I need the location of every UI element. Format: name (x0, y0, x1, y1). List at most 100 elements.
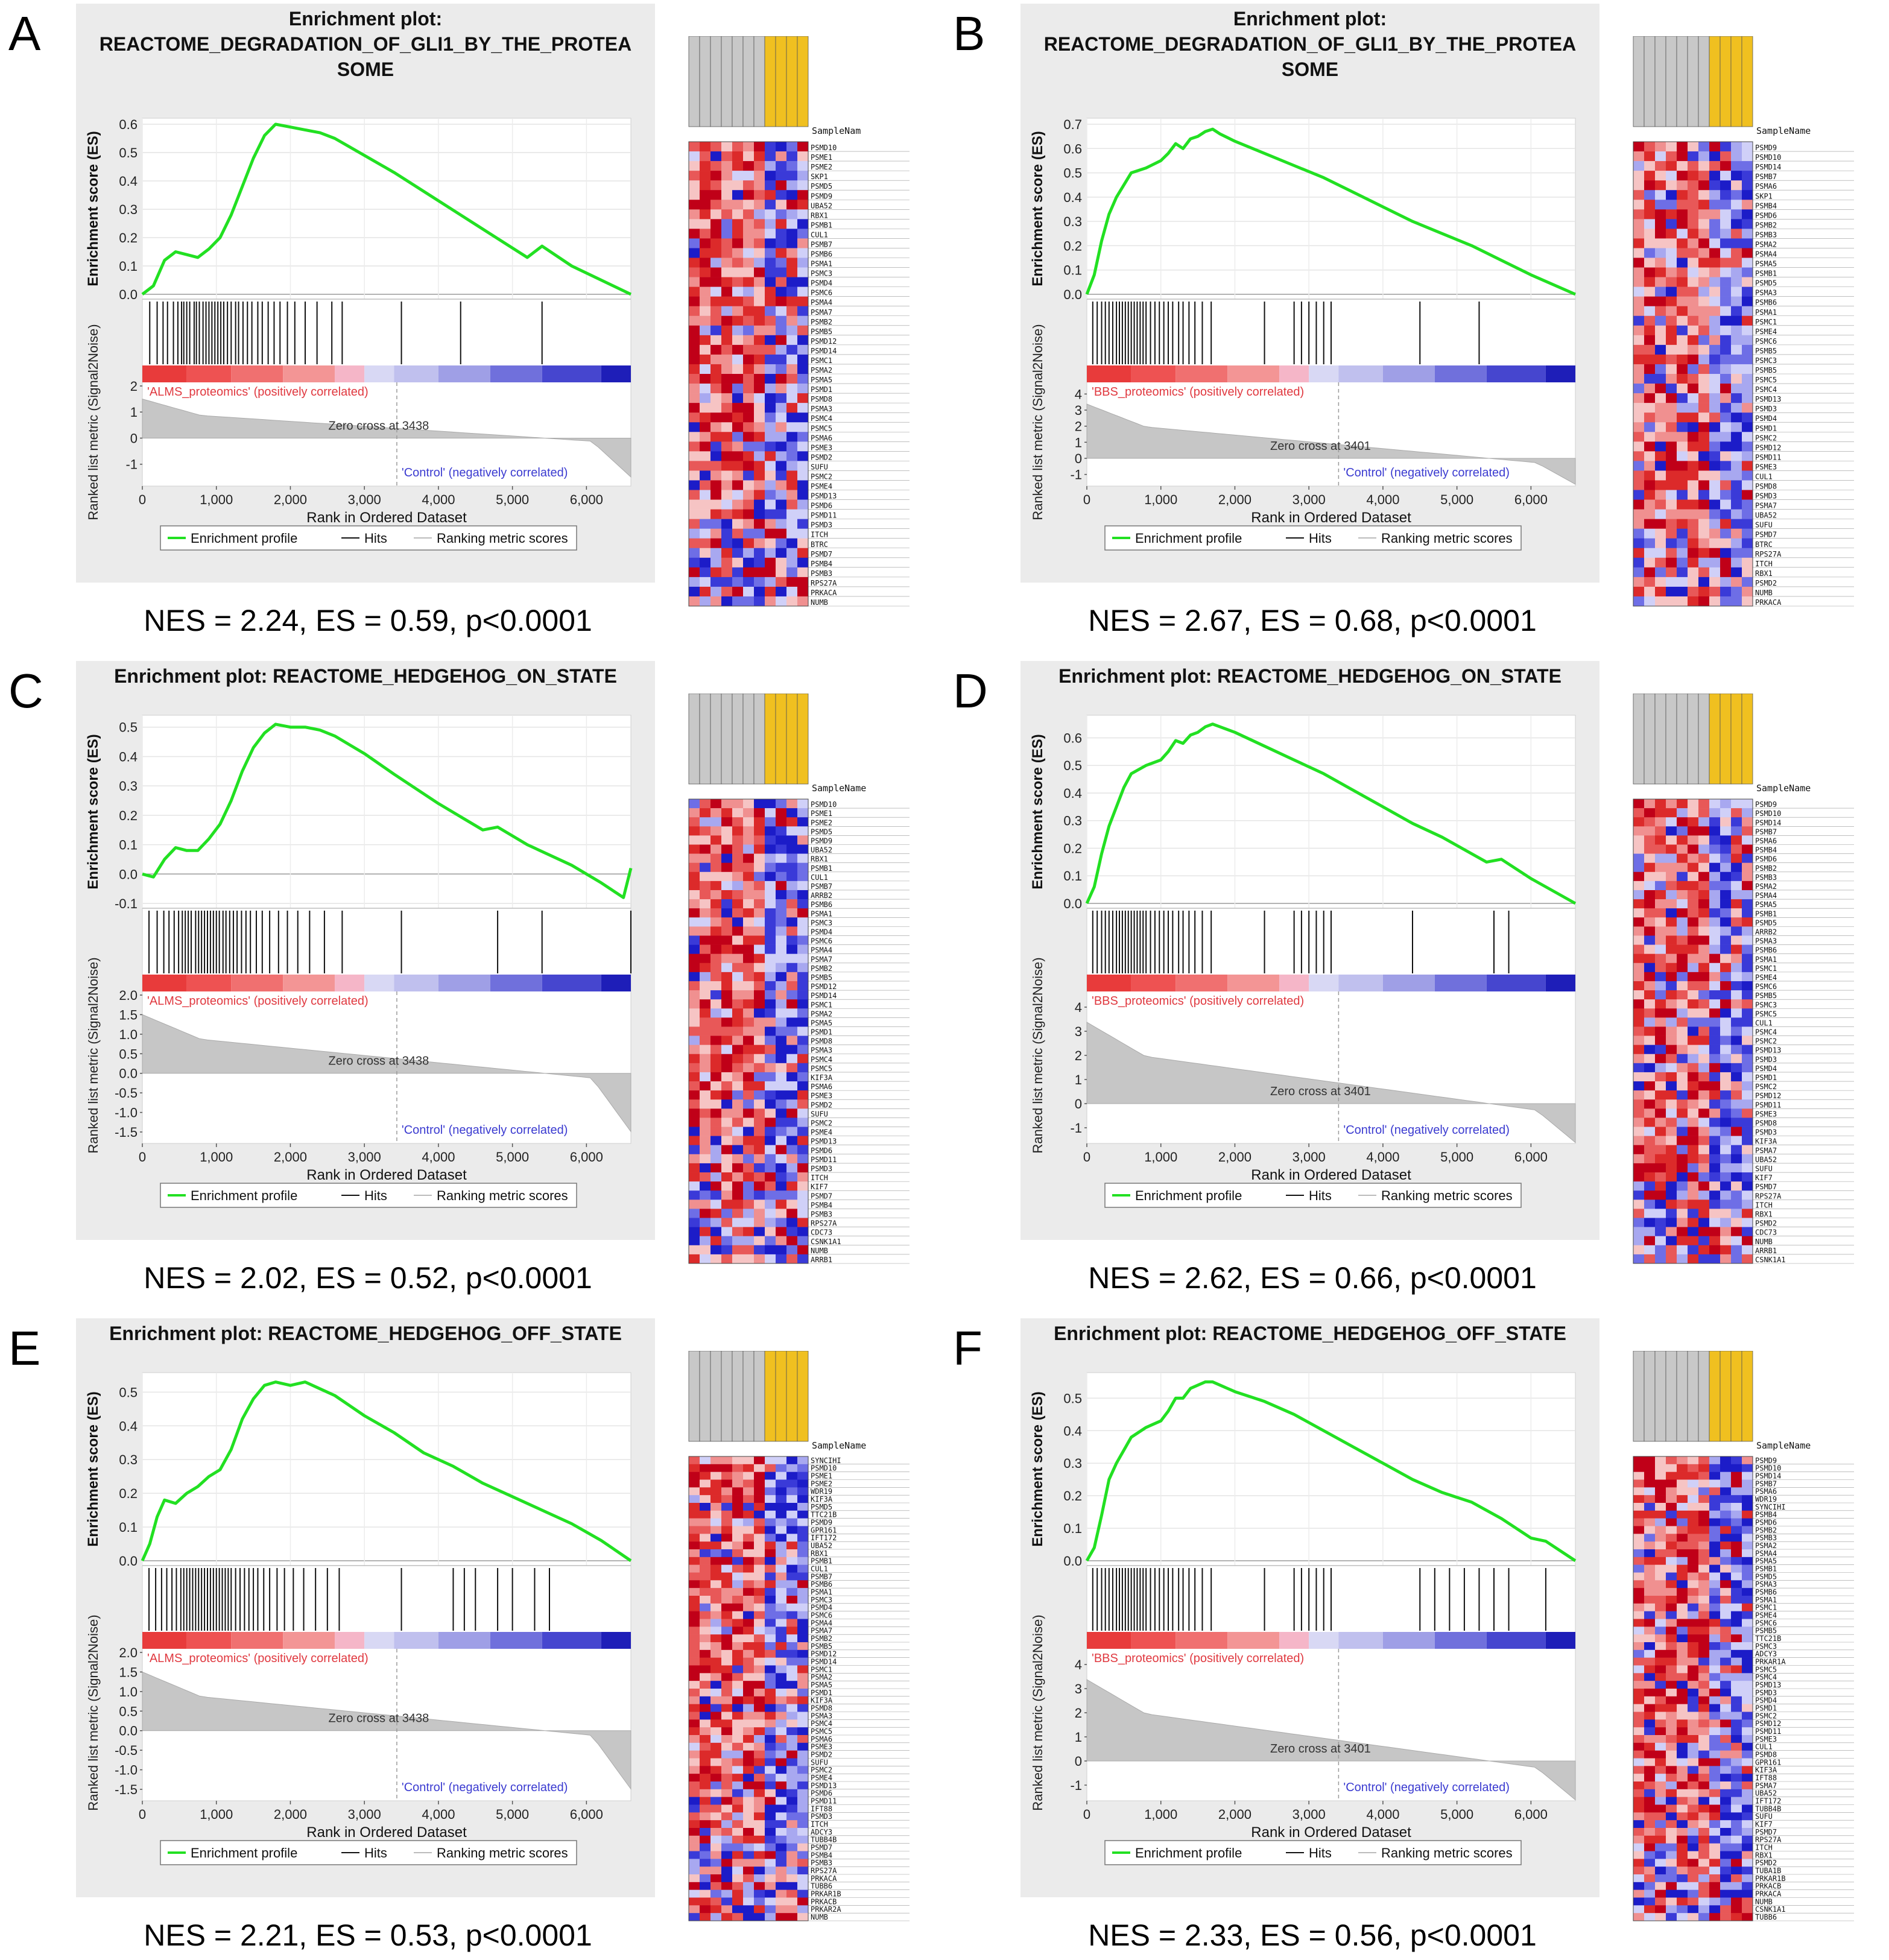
heatmap-cell (1688, 1766, 1698, 1774)
heatmap-cell (1688, 1487, 1698, 1496)
heatmap-cell (721, 277, 732, 287)
heatmap-cell (754, 1572, 765, 1581)
heatmap-cell (786, 1035, 797, 1045)
heatmap-gene-label: ADCY3 (1755, 1650, 1777, 1658)
heatmap-cell (1666, 1913, 1677, 1921)
heatmap-cell (710, 171, 721, 181)
heatmap-cell (689, 1464, 700, 1472)
heatmap-cell (689, 917, 700, 927)
heatmap-cell (743, 1781, 754, 1790)
heatmap-cell (1698, 1774, 1709, 1782)
heatmap-cell (700, 1487, 710, 1496)
heatmap-cell (743, 1218, 754, 1227)
heatmap-cell (732, 1758, 743, 1766)
heatmap-cell (710, 161, 721, 171)
heatmap-cell (797, 1181, 808, 1191)
heatmap-cell (1742, 258, 1753, 268)
heatmap-gene-label: SKP1 (1755, 192, 1773, 200)
heatmap-cell (1698, 999, 1709, 1009)
heatmap-cell (1633, 1874, 1644, 1883)
heatmap-gene-label: PSMD3 (1755, 492, 1777, 501)
heatmap-cell (776, 808, 786, 818)
heatmap-cell (754, 596, 765, 607)
heatmap-gene-label: PSMD1 (1755, 1704, 1777, 1713)
heatmap-cell (776, 1897, 786, 1906)
heatmap-cell (1742, 1564, 1753, 1573)
heatmap-cell (743, 1541, 754, 1550)
heatmap-cell (700, 1750, 710, 1759)
rank-color-band (1175, 1632, 1228, 1649)
heatmap-cell (732, 1163, 743, 1173)
heatmap-cell (1731, 1557, 1742, 1565)
heatmap-cell (700, 1626, 710, 1635)
heatmap-gene-label: PSMD1 (1755, 424, 1777, 432)
heatmap-cell (710, 596, 721, 607)
heatmap-cell (1633, 161, 1644, 171)
heatmap-cell (1742, 1797, 1753, 1805)
heatmap-cell (1666, 1008, 1677, 1018)
heatmap-cell (776, 1054, 786, 1064)
heatmap-cell (732, 908, 743, 918)
heatmap-cell (732, 190, 743, 200)
heatmap-cell (776, 826, 786, 836)
heatmap-cell (797, 1487, 808, 1496)
heatmap-cell (786, 1200, 797, 1209)
ranked-tick-label: 0 (1075, 1096, 1082, 1111)
heatmap-cell (1633, 1611, 1644, 1619)
heatmap-gene-label: PSMD11 (811, 1155, 837, 1164)
zero-cross-label: Zero cross at 3401 (1270, 1085, 1371, 1098)
heatmap-cell (689, 577, 700, 587)
heatmap-cell (1633, 1882, 1644, 1890)
heatmap-cell (797, 461, 808, 471)
heatmap-gene-label: PSMD12 (1755, 443, 1781, 452)
heatmap-cell (1688, 432, 1698, 442)
heatmap-cell (1698, 1035, 1709, 1045)
heatmap: SampleName PSMD10 PSME1 PSME2 PSMD5 PSMD9 UBA5… (688, 694, 911, 1266)
heatmap-cell (732, 1549, 743, 1558)
heatmap-cell (1677, 1913, 1688, 1921)
heatmap-gene-label: PSMD12 (811, 1650, 837, 1658)
heatmap-cell (765, 1227, 776, 1237)
panel-d: D Enrichment plot: REACTOME_HEDGEHOG_ON_… (944, 657, 1889, 1303)
heatmap-gene-label: PSMC3 (1755, 1001, 1777, 1009)
heatmap-cell (797, 577, 808, 587)
heatmap-gene-label: PRKACA (811, 1874, 837, 1883)
heatmap-cell (721, 1828, 732, 1836)
heatmap-gene-label: CUL1 (811, 873, 828, 882)
heatmap-cell (743, 432, 754, 442)
heatmap-cell (1742, 944, 1753, 954)
heatmap-cell (1709, 817, 1720, 827)
heatmap-cell (1633, 315, 1644, 326)
heatmap-cell (1633, 1704, 1644, 1712)
ranked-axis-label: Ranked list metric (Signal2Noise) (86, 324, 101, 520)
heatmap-cell (1644, 1766, 1655, 1774)
heatmap-cell (1742, 1136, 1753, 1146)
heatmap-cell (689, 890, 700, 900)
heatmap-cell (721, 248, 732, 258)
heatmap-cell (1666, 1127, 1677, 1136)
ranked-tick-label: 2 (1075, 1048, 1082, 1063)
heatmap-cell (765, 1804, 776, 1813)
heatmap-cell (786, 557, 797, 568)
heatmap-cell (721, 1549, 732, 1558)
heatmap-cell (1644, 567, 1655, 578)
heatmap-cell (1688, 528, 1698, 539)
heatmap-cell (721, 1464, 732, 1472)
heatmap-cell (710, 1254, 721, 1264)
heatmap-cell (1709, 890, 1720, 900)
heatmap-cell (797, 917, 808, 927)
heatmap-cell (797, 1136, 808, 1146)
x-tick-label: 3,000 (348, 1149, 381, 1165)
heatmap-cell (765, 1487, 776, 1496)
heatmap-cell (786, 538, 797, 549)
heatmap-cell (797, 826, 808, 836)
heatmap-cell (1688, 1649, 1698, 1658)
plot-title: Enrichment plot: REACTOME_DEGRADATION_OF… (1020, 6, 1599, 82)
heatmap-cell (765, 890, 776, 900)
heatmap-cell (743, 1200, 754, 1209)
heatmap-cell (1633, 461, 1644, 471)
heatmap-cell (1644, 258, 1655, 268)
heatmap-cell (1677, 1045, 1688, 1055)
heatmap-sample-header (721, 36, 733, 127)
es-tick-label: 0.0 (1063, 287, 1082, 302)
